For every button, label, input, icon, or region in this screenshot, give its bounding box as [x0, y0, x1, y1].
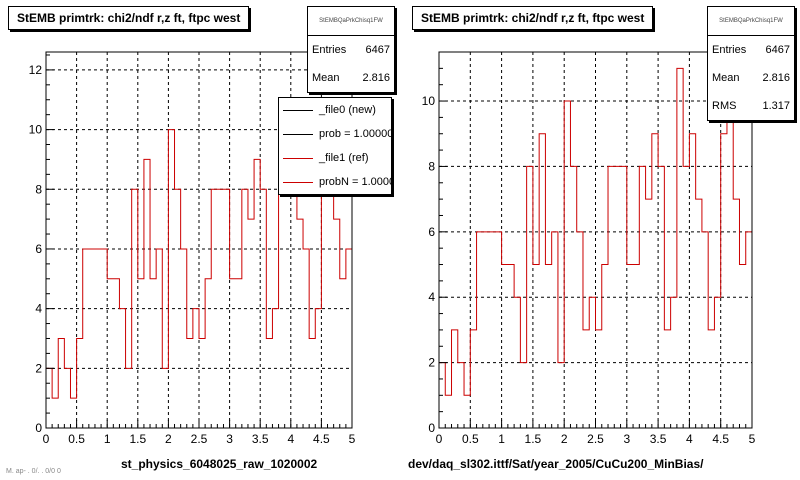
right-stats-entries-row: Entries 6467 [708, 36, 794, 64]
left-y-tick-label: 2 [35, 361, 42, 375]
legend-entry-new: _file0 (new) [279, 98, 391, 122]
left-histogram-title: StEMB primtrk: chi2/ndf r,z ft, ftpc wes… [8, 6, 250, 30]
left-x-tick-label: 3 [226, 432, 233, 446]
legend-swatch-prob [283, 133, 313, 135]
left-y-tick-label: 6 [35, 242, 42, 256]
right-x-tick-label: 2 [561, 432, 568, 446]
right-histogram-plot: 0 0.5 1 1.5 2 2.5 3 3.5 4 4.5 5 0 2 4 6 8 10 [422, 51, 756, 446]
right-y-tick-label: 10 [422, 94, 436, 108]
left-stats-name: StEMBQaPrkChisq1FW [308, 7, 394, 36]
left-legend: _file0 (new) prob = 1.000000 _file1 (ref… [278, 97, 392, 195]
right-x-tick-label: 4.5 [712, 432, 729, 446]
left-x-tick-label: 1 [104, 432, 111, 446]
right-histogram-title: StEMB primtrk: chi2/ndf r,z ft, ftpc wes… [412, 6, 654, 30]
left-stats-box: StEMBQaPrkChisq1FW Entries 6467 Mean 2.8… [307, 6, 395, 93]
left-y-tick-label: 12 [29, 63, 43, 77]
right-y-tick-label: 4 [428, 290, 435, 304]
right-x-tick-label: 1.5 [525, 432, 542, 446]
right-stats-rms-row: RMS 1.317 [708, 92, 794, 120]
right-x-tick-label: 0 [436, 432, 443, 446]
right-histogram-panel: 0 0.5 1 1.5 2 2.5 3 3.5 4 4.5 5 0 2 4 6 8 10 StEMB primt… [400, 0, 800, 480]
right-histogram-ref-series [438, 67, 753, 428]
left-x-tick-label: 2 [165, 432, 172, 446]
left-x-tick-label: 3.5 [252, 432, 269, 446]
legend-entry-probn: probN = 1.000000 [279, 170, 391, 194]
right-x-tick-label: 3 [623, 432, 630, 446]
right-stats-mean-value: 2.816 [762, 72, 790, 84]
right-y-tick-label: 2 [428, 356, 435, 370]
left-stats-mean-value: 2.816 [362, 72, 390, 84]
right-x-tick-label: 1 [498, 432, 505, 446]
legend-entry-ref: _file1 (ref) [279, 146, 391, 170]
right-y-tick-label: 6 [428, 225, 435, 239]
right-stats-name: StEMBQaPrkChisq1FW [708, 7, 794, 36]
legend-label-new: _file0 (new) [319, 104, 376, 116]
right-y-tick-label: 0 [428, 421, 435, 435]
legend-swatch-new [283, 109, 313, 111]
right-x-tick-label: 5 [749, 432, 756, 446]
left-y-tick-label: 4 [35, 302, 42, 316]
right-stats-box: StEMBQaPrkChisq1FW Entries 6467 Mean 2.8… [707, 6, 795, 121]
left-x-tick-label: 1.5 [129, 432, 146, 446]
left-x-tick-label: 5 [349, 432, 356, 446]
left-stats-mean-row: Mean 2.816 [308, 64, 394, 92]
right-x-axis-title: dev/daq_sl302.ittf/Sat/year_2005/CuCu200… [408, 457, 704, 471]
legend-label-probn: probN = 1.000000 [319, 176, 391, 188]
left-stats-entries-row: Entries 6467 [308, 36, 394, 64]
right-stats-mean-row: Mean 2.816 [708, 64, 794, 92]
right-stats-rms-value: 1.317 [762, 100, 790, 112]
left-y-tick-label: 0 [35, 421, 42, 435]
left-x-tick-label: 0 [43, 432, 50, 446]
left-y-tick-label: 10 [29, 123, 43, 137]
right-x-tick-label: 2.5 [587, 432, 604, 446]
legend-entry-prob: prob = 1.000000 [279, 122, 391, 146]
left-x-tick-label: 4.5 [313, 432, 330, 446]
left-histogram-ref-series [45, 99, 353, 428]
right-stats-mean-label: Mean [712, 72, 740, 84]
left-y-tick-label: 8 [35, 182, 42, 196]
left-x-axis-title: st_physics_6048025_raw_1020002 [121, 457, 318, 471]
legend-swatch-probn [283, 181, 313, 183]
right-stats-entries-label: Entries [712, 44, 747, 56]
left-stats-entries-value: 6467 [365, 44, 390, 56]
right-x-tick-label: 0.5 [462, 432, 479, 446]
left-x-tick-label: 0.5 [68, 432, 85, 446]
right-stats-rms-label: RMS [712, 100, 737, 112]
legend-label-prob: prob = 1.000000 [319, 128, 392, 140]
right-stats-entries-value: 6467 [765, 44, 790, 56]
left-stats-entries-label: Entries [312, 44, 347, 56]
left-stats-mean-label: Mean [312, 72, 340, 84]
right-y-tick-label: 8 [428, 159, 435, 173]
left-histogram-panel: 0 0.5 1 1.5 2 2.5 3 3.5 4 4.5 5 0 2 4 6 8 10 12 StEMB pri… [8, 6, 395, 471]
corner-timestamp: M. ap- . 0/. . 0/0 0 [6, 468, 61, 475]
legend-label-ref: _file1 (ref) [319, 152, 369, 164]
right-x-tick-label: 4 [686, 432, 693, 446]
left-x-tick-label: 4 [287, 432, 294, 446]
right-x-tick-label: 3.5 [650, 432, 667, 446]
left-x-tick-label: 2.5 [191, 432, 208, 446]
legend-swatch-ref [283, 157, 313, 159]
